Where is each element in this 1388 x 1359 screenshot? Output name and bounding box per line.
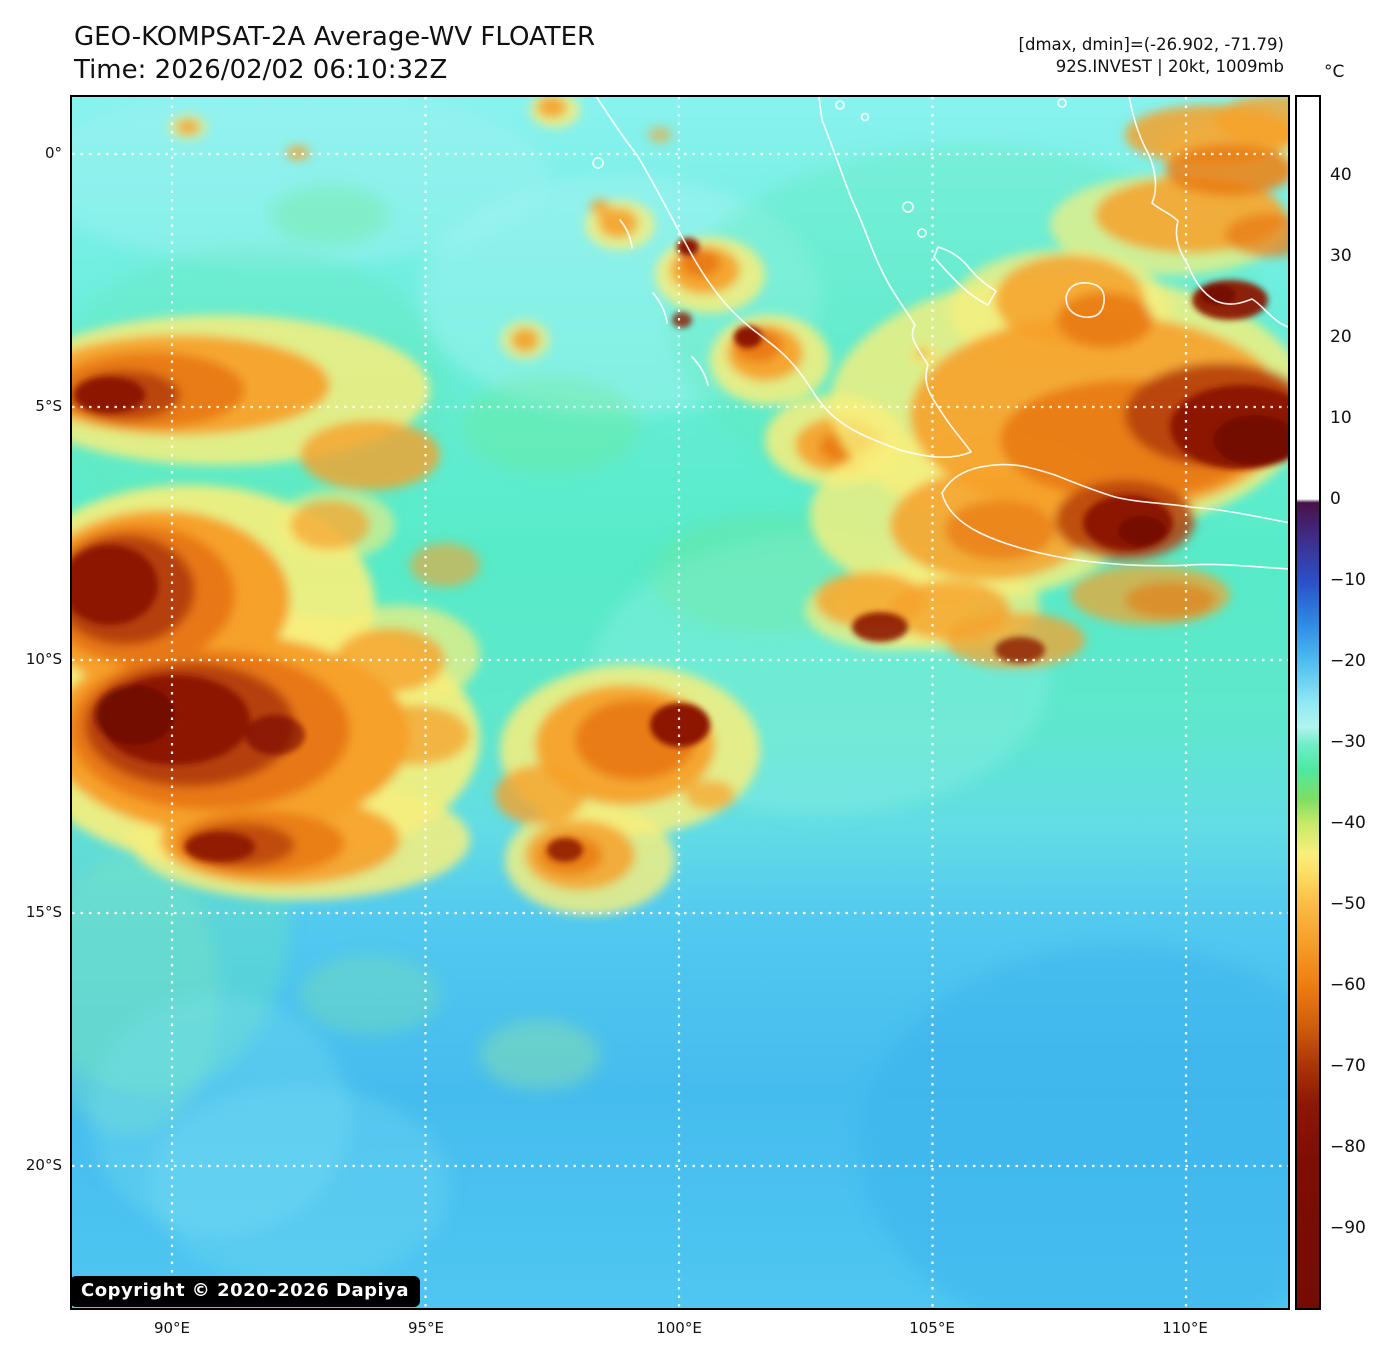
colorbar-tick-20: 20 [1330,327,1352,347]
lon-label-90e: 90°E [153,1319,191,1337]
colorbar-tick-minus70: −70 [1330,1056,1366,1076]
convection-east-mass [805,95,1290,668]
coastline-belitung-island [1065,281,1105,319]
coastline-islet [902,201,914,213]
coastline-islet [917,228,927,238]
coastline-islet [860,112,870,122]
map-border [70,95,1290,1310]
lon-label-100e: 100°E [656,1319,702,1337]
invest-readout: 92S.INVEST | 20kt, 1009mb [1055,57,1284,76]
map-area: Copyright © 2020-2026 Dapiya [70,95,1290,1310]
colorbar-unit-label: °C [1324,62,1345,82]
lat-label-0: 0° [44,144,62,162]
coastlines [592,95,1290,570]
lat-label-5s: 5°S [35,397,62,415]
lon-label-105e: 105°E [909,1319,955,1337]
dmax-dmin-readout: [dmax, dmin]=(-26.902, -71.79) [1018,35,1284,54]
coastline-islet [1057,98,1067,108]
coastline-islet [835,100,845,110]
colorbar-tick-30: 30 [1330,246,1352,266]
graticule [72,97,1288,1308]
title-line1: GEO-KOMPSAT-2A Average-WV FLOATER [74,22,596,52]
colorbar-tick-minus40: −40 [1330,813,1366,833]
lat-label-15s: 15°S [25,903,62,921]
satellite-image [70,95,1290,1310]
lat-label-20s: 20°S [25,1156,62,1174]
colorbar-tick-40: 40 [1330,165,1352,185]
lat-label-10s: 10°S [25,650,62,668]
coastline-sumatra [594,95,972,458]
title-line2: Time: 2026/02/02 06:10:32Z [74,55,448,85]
coastline-islet [592,157,604,169]
page-title: GEO-KOMPSAT-2A Average-WV FLOATER Time: … [74,21,595,87]
colorbar-tick-minus10: −10 [1330,570,1366,590]
coastline-java [941,463,1290,570]
storm-annotation: [dmax, dmin]=(-26.902, -71.79) 92S.INVES… [1019,34,1284,78]
coastline-bangka-island [933,246,997,306]
colorbar-tick-minus50: −50 [1330,894,1366,914]
colorbar-tick-10: 10 [1330,408,1352,428]
colorbar-tick-minus20: −20 [1330,651,1366,671]
convection-east-cores [852,280,1290,663]
colorbar-tick-minus30: −30 [1330,732,1366,752]
background-tints [70,95,1290,1310]
colorbar-tick-minus90: −90 [1330,1218,1366,1238]
convection-west-cores [70,377,305,862]
lon-label-95e: 95°E [407,1319,445,1337]
convection-central-cores [547,703,710,862]
colorbar-tick-minus80: −80 [1330,1137,1366,1157]
coastline-mentawai-islands [619,219,709,386]
lon-label-110e: 110°E [1162,1319,1208,1337]
copyright-badge: Copyright © 2020-2026 Dapiya [70,1276,421,1307]
temperature-colorbar [1295,95,1321,1310]
coastline-borneo [1128,95,1290,329]
colorbar-tick-minus60: −60 [1330,975,1366,995]
colorbar-tick-0: 0 [1330,489,1341,509]
